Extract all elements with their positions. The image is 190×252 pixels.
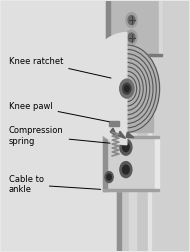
Bar — [103, 136, 159, 138]
Circle shape — [114, 71, 140, 106]
Circle shape — [123, 83, 131, 94]
Text: Compression
spring: Compression spring — [9, 126, 110, 146]
Circle shape — [125, 86, 129, 92]
Circle shape — [126, 13, 137, 27]
Bar — [117, 2, 121, 250]
Circle shape — [120, 162, 132, 178]
Bar — [155, 136, 159, 191]
Circle shape — [117, 76, 137, 102]
Polygon shape — [110, 128, 117, 137]
Circle shape — [97, 49, 156, 128]
Bar — [129, 2, 136, 250]
Bar — [106, 2, 110, 56]
Circle shape — [120, 139, 132, 155]
Bar — [106, 54, 162, 56]
Circle shape — [107, 62, 146, 115]
Polygon shape — [118, 131, 126, 138]
Circle shape — [128, 16, 135, 24]
Circle shape — [105, 172, 113, 182]
Bar — [148, 2, 151, 250]
Bar — [103, 136, 159, 191]
Circle shape — [101, 54, 153, 123]
Text: Cable to
ankle: Cable to ankle — [9, 175, 101, 194]
Bar — [106, 2, 162, 56]
Circle shape — [94, 45, 160, 132]
Circle shape — [94, 45, 160, 132]
Text: Knee pawl: Knee pawl — [9, 102, 109, 122]
Circle shape — [124, 84, 130, 93]
Bar — [106, 107, 153, 132]
Circle shape — [123, 143, 129, 151]
Bar — [159, 2, 162, 56]
Circle shape — [107, 174, 111, 180]
Text: Knee ratchet: Knee ratchet — [9, 57, 111, 78]
Circle shape — [120, 80, 133, 97]
Polygon shape — [126, 132, 134, 138]
Bar — [109, 121, 119, 127]
Bar — [1, 2, 117, 250]
Bar — [117, 2, 151, 250]
Bar — [103, 189, 159, 191]
Bar — [106, 107, 109, 132]
Bar — [103, 136, 107, 191]
Circle shape — [128, 33, 135, 42]
Bar — [1, 43, 123, 135]
Circle shape — [123, 165, 129, 174]
Circle shape — [110, 67, 143, 110]
Circle shape — [126, 30, 137, 45]
Circle shape — [120, 79, 134, 98]
Bar — [117, 2, 189, 250]
Polygon shape — [85, 33, 127, 145]
Circle shape — [104, 58, 150, 119]
